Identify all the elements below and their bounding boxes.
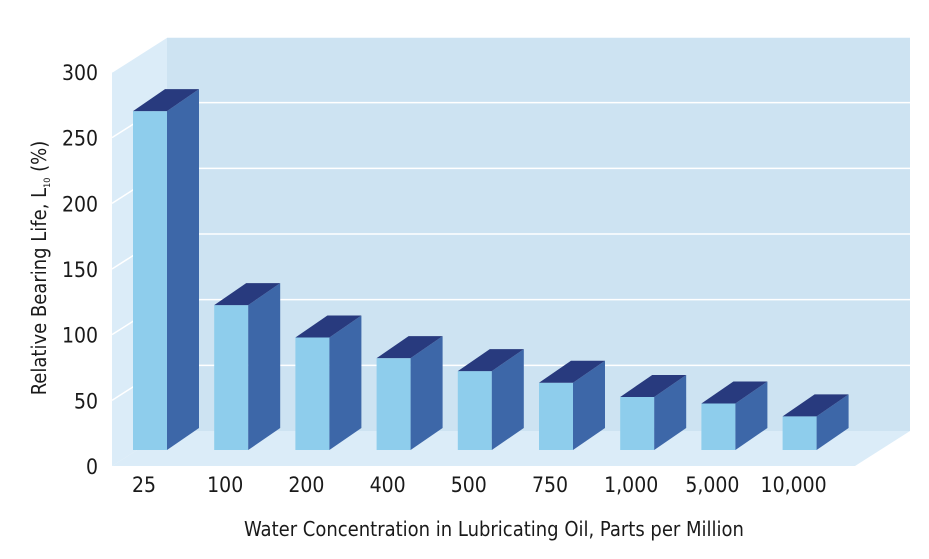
- bar-front: [782, 416, 817, 450]
- bar-side: [491, 349, 524, 450]
- bar-side: [248, 283, 281, 450]
- bar-top: [539, 360, 605, 383]
- x-tick-label: 1,000: [604, 473, 658, 497]
- bar: [133, 89, 199, 450]
- y-tick-label: 0: [86, 455, 98, 479]
- y-axis-ticks: 0 50 100 150 200 250 300: [62, 61, 98, 479]
- bar-top: [214, 283, 281, 306]
- bar-front: [133, 111, 167, 450]
- y-tick-label: 250: [62, 127, 98, 151]
- bar-side: [329, 315, 362, 450]
- bar-top: [457, 349, 524, 372]
- y-axis-title-main: Relative Bearing Life, L: [27, 188, 51, 395]
- x-tick-label: 5,000: [685, 473, 739, 497]
- x-tick-label: 25: [132, 473, 156, 497]
- bar-top: [376, 336, 443, 359]
- bar: [376, 336, 443, 450]
- bar: [539, 360, 605, 450]
- bar-front: [701, 403, 736, 450]
- y-axis-title-subscript: 10: [43, 178, 53, 188]
- bar-side: [167, 89, 199, 450]
- x-tick-label: 200: [288, 473, 324, 497]
- bar-front: [214, 305, 249, 450]
- y-tick-label: 300: [62, 61, 98, 85]
- bar: [457, 349, 524, 450]
- bar-side: [735, 381, 768, 450]
- bar-top: [133, 89, 199, 112]
- bar-front: [295, 337, 330, 450]
- bar: [701, 381, 768, 450]
- bar-front: [457, 371, 492, 450]
- x-tick-label: 100: [207, 473, 243, 497]
- bar-front: [539, 382, 573, 450]
- x-tick-label: 10,000: [761, 473, 827, 497]
- y-tick-label: 50: [74, 389, 98, 413]
- bar-top: [701, 381, 768, 404]
- bar-front: [620, 396, 655, 450]
- x-tick-label: 750: [532, 473, 568, 497]
- bar: [782, 394, 849, 450]
- bar: [214, 283, 281, 450]
- y-tick-label: 200: [62, 192, 98, 216]
- bar-top: [295, 315, 362, 338]
- bar-side: [410, 336, 443, 450]
- gridline: [111, 36, 910, 73]
- bar-side: [654, 374, 687, 450]
- x-tick-label: 500: [451, 473, 487, 497]
- bar-front: [376, 358, 411, 450]
- x-tick-label: 400: [370, 473, 406, 497]
- y-axis-title-unit: (%): [27, 141, 51, 178]
- x-axis-ticks: 25 100 200 400 500 750 1,000 5,000 10,000: [132, 473, 827, 497]
- x-axis-title: Water Concentration in Lubricating Oil, …: [244, 517, 744, 541]
- y-tick-label: 150: [62, 258, 98, 282]
- bar-side: [816, 394, 849, 450]
- bar-top: [620, 374, 687, 397]
- bar-side: [573, 360, 605, 450]
- bars: [133, 89, 849, 450]
- y-axis-title: Relative Bearing Life, L10 (%): [27, 141, 53, 396]
- bar: [620, 374, 687, 450]
- bar-top: [782, 394, 849, 417]
- y-tick-label: 100: [62, 324, 98, 348]
- bar: [295, 315, 362, 450]
